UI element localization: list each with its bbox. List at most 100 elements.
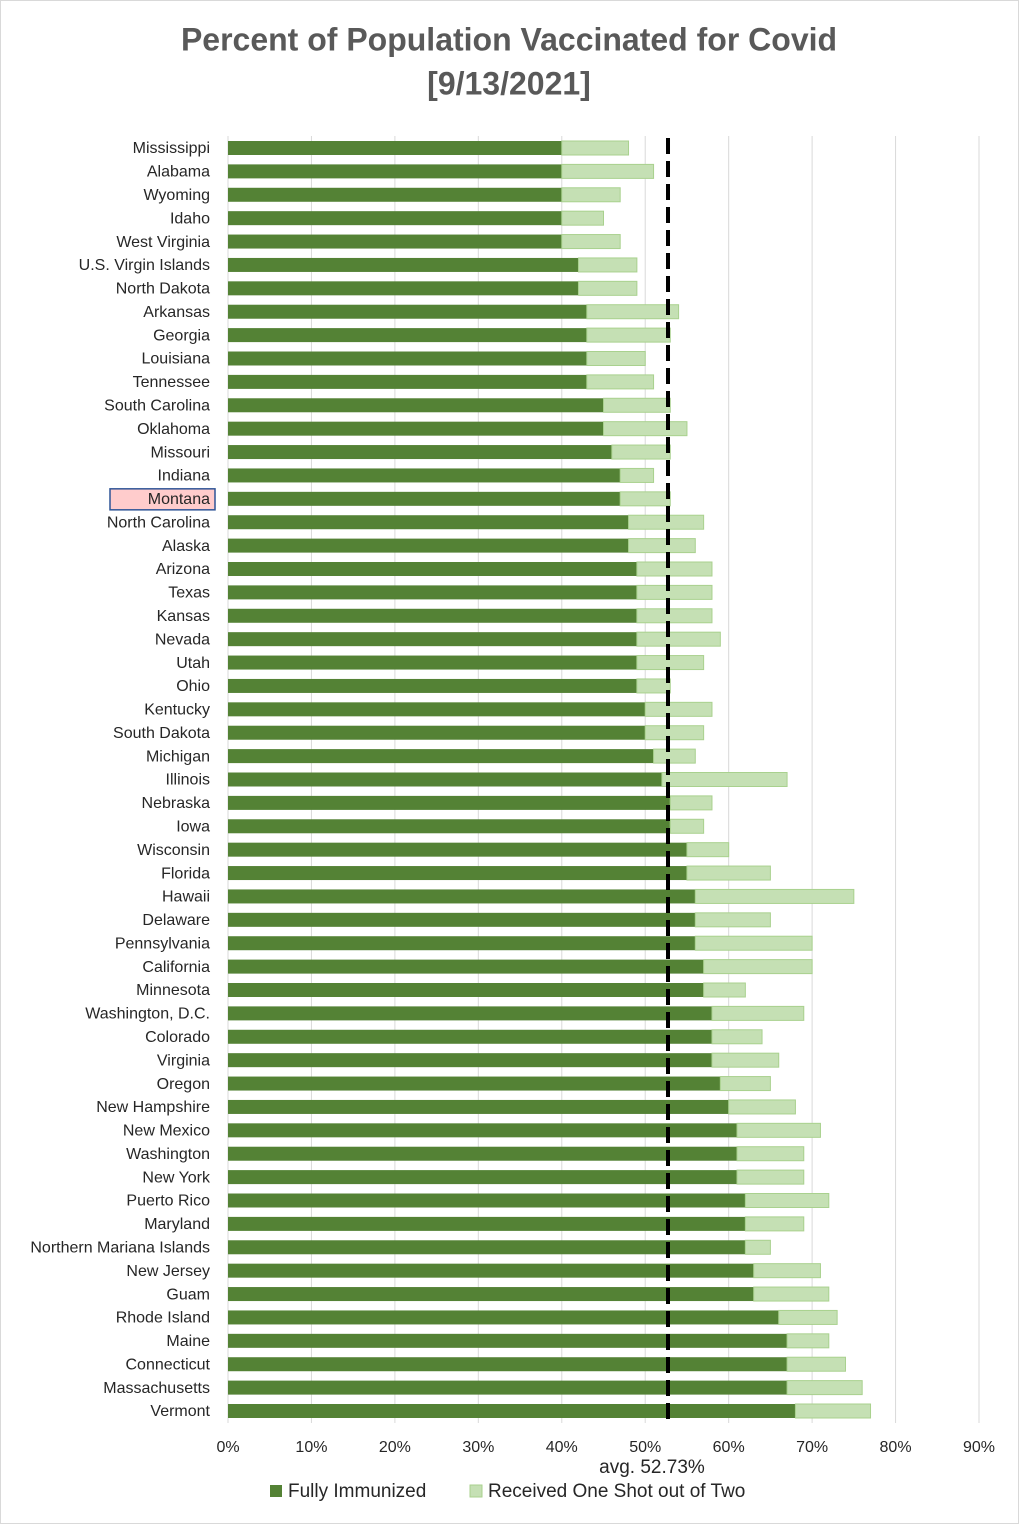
bar-segment	[694, 935, 813, 951]
bar-segment	[228, 234, 562, 249]
x-tick-label: 50%	[629, 1439, 661, 1456]
bar-segment	[228, 1029, 712, 1044]
bar-segment	[736, 1122, 821, 1138]
bar-segment	[611, 444, 671, 460]
y-tick-label: Delaware	[142, 912, 210, 929]
bar-segment	[228, 608, 637, 623]
bar-segment	[228, 538, 629, 553]
y-tick-label: Massachusetts	[103, 1380, 210, 1397]
bar-segment	[561, 163, 655, 179]
y-tick-label: Oregon	[157, 1076, 210, 1093]
bar-segment	[619, 491, 671, 507]
bar-segment	[228, 819, 671, 834]
bar-segment	[703, 959, 813, 975]
bar-segment	[644, 725, 705, 741]
y-tick-label: Florida	[161, 865, 210, 882]
bar-segment	[586, 304, 680, 320]
legend-label: Received One Shot out of Two	[488, 1481, 745, 1502]
y-tick-label: Oklahoma	[137, 421, 210, 438]
legend-swatch	[469, 1484, 483, 1498]
y-tick-label: New Mexico	[123, 1123, 210, 1140]
bar-segment	[228, 889, 696, 904]
y-tick-label: Wyoming	[143, 187, 210, 204]
bar-segment	[753, 1263, 821, 1279]
bar-segment	[628, 538, 696, 554]
y-tick-label: Washington	[126, 1146, 210, 1163]
y-tick-label: Minnesota	[136, 982, 210, 999]
bar-segment	[644, 701, 713, 717]
bar-segment	[744, 1239, 771, 1255]
y-tick-label: Washington, D.C.	[85, 1006, 210, 1023]
bar-segment	[228, 281, 579, 296]
x-tick-label: 70%	[796, 1439, 828, 1456]
bar-segment	[228, 141, 562, 155]
bar-segment	[228, 445, 612, 460]
y-tick-label: Ohio	[176, 678, 210, 695]
bar-segment	[744, 1216, 805, 1232]
y-tick-label: Illinois	[166, 772, 210, 789]
bar-segment	[228, 1240, 746, 1255]
y-tick-label: Alabama	[147, 164, 210, 181]
bar-segment	[711, 1005, 805, 1021]
y-tick-label: Kansas	[157, 608, 210, 625]
bar-segment	[228, 702, 646, 717]
y-tick-label: North Dakota	[116, 281, 210, 298]
bar-segment	[228, 1263, 754, 1278]
bar-segment	[736, 1169, 805, 1185]
bar-segment	[786, 1333, 830, 1349]
bar-segment	[228, 421, 604, 436]
bar-segment	[228, 515, 629, 530]
bar-segment	[636, 631, 721, 647]
y-tick-label: Texas	[168, 585, 210, 602]
bar-segment	[636, 678, 671, 694]
y-tick-label: South Carolina	[104, 397, 210, 414]
y-tick-label: Pennsylvania	[115, 935, 210, 952]
y-tick-label: Montana	[148, 491, 210, 508]
x-tick-label: 80%	[880, 1439, 912, 1456]
bar-segment	[228, 983, 704, 997]
y-tick-label: Nevada	[155, 631, 210, 648]
y-tick-label: Rhode Island	[116, 1310, 210, 1327]
bar-segment	[228, 1123, 738, 1138]
y-tick-label: New Hampshire	[96, 1099, 210, 1116]
bar-segment	[636, 608, 713, 624]
bar-segment	[586, 327, 671, 343]
bar-segment	[228, 795, 671, 810]
bar-segment	[786, 1380, 863, 1396]
y-tick-label: California	[142, 959, 210, 976]
bar-segment	[744, 1193, 830, 1208]
bar-segment	[603, 421, 688, 437]
bar-segment	[228, 1193, 746, 1208]
bar-segment	[728, 1099, 796, 1115]
y-tick-label: Georgia	[153, 327, 210, 344]
bar-segment	[636, 561, 713, 577]
bar-segment	[228, 164, 562, 179]
chart-title: Percent of Population Vaccinated for Cov…	[181, 21, 837, 57]
bar-segment	[228, 257, 579, 272]
y-tick-label: South Dakota	[113, 725, 210, 742]
bar-segment	[228, 374, 587, 389]
y-tick-label: Colorado	[145, 1029, 210, 1046]
x-tick-label: 30%	[462, 1439, 494, 1456]
bar-segment	[228, 398, 604, 413]
y-tick-label: North Carolina	[107, 514, 210, 531]
bar-segment	[661, 772, 788, 787]
bar-segment	[586, 374, 655, 390]
y-tick-label: Virginia	[157, 1052, 210, 1069]
bar-segment	[653, 748, 696, 764]
bar-segment	[694, 912, 771, 928]
bar-segment	[228, 1170, 738, 1185]
y-tick-label: Kentucky	[144, 702, 210, 719]
bar-segment	[794, 1403, 872, 1419]
y-tick-label: U.S. Virgin Islands	[79, 257, 210, 274]
bar-segment	[636, 584, 713, 600]
bar-segment	[228, 749, 654, 764]
legend-label: Fully Immunized	[288, 1481, 426, 1502]
y-tick-label: New York	[142, 1169, 211, 1186]
legend-swatch	[270, 1485, 282, 1497]
bar-segment	[228, 1099, 729, 1114]
y-tick-label: West Virginia	[116, 234, 210, 251]
bar-segment	[703, 982, 746, 998]
y-tick-label: Alaska	[162, 538, 210, 555]
